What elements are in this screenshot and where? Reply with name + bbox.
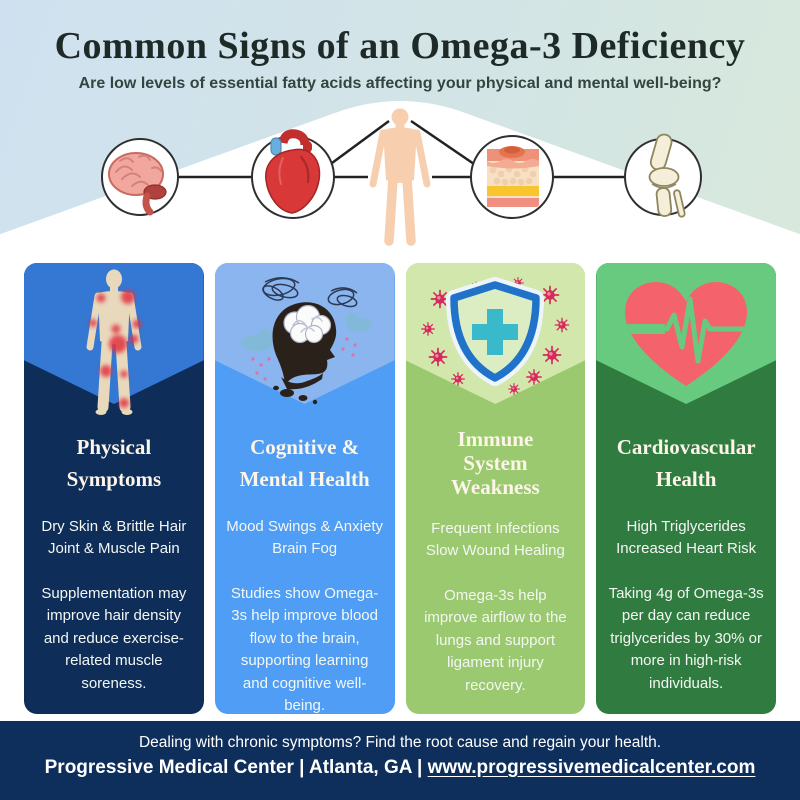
card-body-immune: Immune System Weakness Frequent Infectio… (406, 405, 586, 714)
connector-lines (178, 119, 625, 179)
card-title-cardio: Cardiovascular Health (616, 434, 756, 492)
rain-clouds (240, 313, 372, 351)
medical-cross (472, 309, 519, 355)
brain-icon (108, 152, 167, 216)
card-cardiovascular-health: Cardiovascular Health High Triglycerides… (596, 263, 776, 714)
rain-dots (251, 337, 357, 381)
shield-with-viruses-icon (421, 277, 570, 395)
card-body-cardio: Cardiovascular Health High Triglycerides… (596, 405, 776, 714)
human-body-icon (369, 108, 431, 246)
card-cognitive-mental-health: Cognitive & Mental Health Mood Swings & … (214, 263, 395, 714)
card-detail-cardio: Taking 4g of Omega-3s per day can reduce… (608, 584, 764, 692)
card-symptoms-immune: Frequent Infections Slow Wound Healing (425, 519, 565, 560)
card-title-immune: Immune System Weakness (451, 427, 540, 500)
footer-org-line: Progressive Medical Center | Atlanta, GA… (0, 757, 800, 779)
card-detail-cognitive: Studies show Omega-3s help improve blood… (230, 584, 379, 714)
page-subtitle: Are low levels of essential fatty acids … (78, 75, 722, 92)
page-title: Common Signs of an Omega-3 Deficiency (54, 25, 746, 67)
card-immune-system-weakness: Immune System Weakness Frequent Infectio… (405, 263, 586, 714)
body-pain-points-icon (86, 269, 142, 415)
card-symptoms-cardio: High Triglycerides Increased Heart Risk (616, 517, 757, 558)
scribble-clouds (261, 277, 358, 308)
header: Common Signs of an Omega-3 Deficiency Ar… (0, 0, 800, 93)
card-body-cognitive: Cognitive & Mental Health Mood Swings & … (215, 405, 395, 714)
card-title-cognitive: Cognitive & Mental Health (239, 434, 370, 492)
anatomical-heart-icon (265, 129, 321, 214)
skin-layers-icon (487, 146, 539, 207)
head-brain-storm-icon (240, 277, 372, 405)
footer-tagline: Dealing with chronic symptoms? Find the … (138, 734, 662, 751)
card-body-physical: Physical Symptoms Dry Skin & Brittle Hai… (24, 405, 204, 714)
card-detail-immune: Omega-3s help improve airflow to the lun… (424, 586, 567, 694)
footer-org-name: Progressive Medical Center | Atlanta, GA (44, 757, 412, 778)
footer-website-link[interactable]: www.progressivemedicalcenter.com (427, 757, 756, 778)
card-physical-symptoms: Physical Symptoms Dry Skin & Brittle Hai… (24, 263, 204, 714)
knee-joint-icon (648, 133, 686, 218)
pain-spots (88, 290, 142, 408)
footer: Dealing with chronic symptoms? Find the … (0, 721, 800, 800)
card-symptoms-cognitive: Mood Swings & Anxiety Brain Fog (226, 517, 383, 558)
card-detail-physical: Supplementation may improve hair density… (41, 584, 187, 692)
card-title-physical: Physical Symptoms (66, 434, 162, 492)
footer-divider: | (411, 757, 428, 778)
card-symptoms-physical: Dry Skin & Brittle Hair Joint & Muscle P… (41, 517, 187, 558)
heart-ekg-icon (625, 282, 748, 386)
symptom-cards: Physical Symptoms Dry Skin & Brittle Hai… (24, 263, 776, 714)
